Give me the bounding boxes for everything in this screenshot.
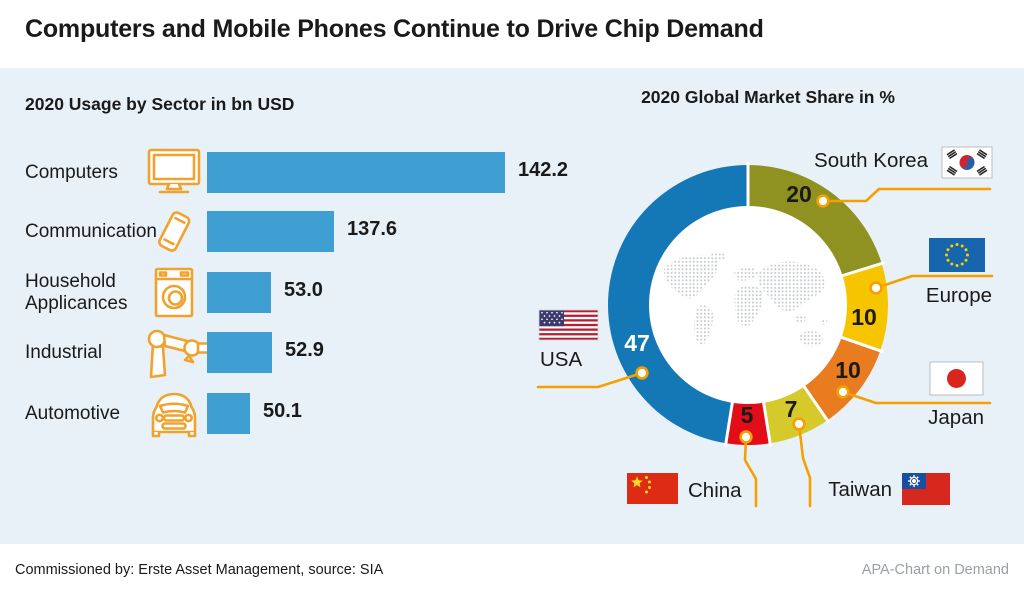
donut-label-europe: Europe bbox=[925, 284, 992, 307]
bar-automotive bbox=[207, 393, 250, 434]
category-label: Household Applicances bbox=[25, 270, 128, 314]
page-title: Computers and Mobile Phones Continue to … bbox=[25, 15, 764, 43]
donut-label-taiwan: Taiwan bbox=[828, 478, 892, 501]
credit-note: APA-Chart on Demand bbox=[861, 562, 1009, 578]
bar-value: 52.9 bbox=[285, 339, 324, 361]
donut-label-south-korea: South Korea bbox=[814, 149, 928, 172]
bar-row-industrial: Industrial 52.9 bbox=[0, 329, 1024, 378]
donut-label-japan: Japan bbox=[928, 406, 984, 429]
bar-row-household-applicances: Household Applicances 53.0 bbox=[0, 267, 1024, 317]
bar-row-communication: Communication 137.6 bbox=[0, 210, 1024, 252]
donut-label-china: China bbox=[688, 479, 742, 502]
bar-row-computers: Computers 142.2 bbox=[0, 148, 1024, 193]
bar-value: 53.0 bbox=[284, 279, 323, 301]
bar-value: 137.6 bbox=[347, 218, 398, 240]
washing-machine-icon bbox=[140, 263, 208, 323]
category-label: Computers bbox=[25, 161, 118, 183]
bar-computers bbox=[207, 152, 505, 193]
bar-row-automotive: Automotive 50.1 bbox=[0, 392, 1024, 437]
bar-industrial bbox=[207, 332, 272, 373]
desktop-monitor-icon bbox=[140, 143, 208, 203]
donut-label-usa: USA bbox=[540, 348, 583, 371]
bar-value: 142.2 bbox=[518, 159, 569, 181]
car-icon bbox=[140, 384, 208, 444]
donut-chart-title: 2020 Global Market Share in % bbox=[641, 87, 895, 107]
source-note: Commissioned by: Erste Asset Management,… bbox=[15, 562, 384, 578]
smartphone-icon bbox=[140, 202, 208, 262]
category-label: Communication bbox=[25, 220, 157, 242]
bar-household-applicances bbox=[207, 272, 271, 313]
bar-communication bbox=[207, 211, 334, 252]
category-label: Automotive bbox=[25, 402, 121, 424]
bar-value: 50.1 bbox=[263, 400, 302, 422]
category-label: Industrial bbox=[25, 341, 103, 363]
robot-arm-icon bbox=[140, 323, 218, 383]
bar-chart-title: 2020 Usage by Sector in bn USD bbox=[25, 94, 295, 114]
